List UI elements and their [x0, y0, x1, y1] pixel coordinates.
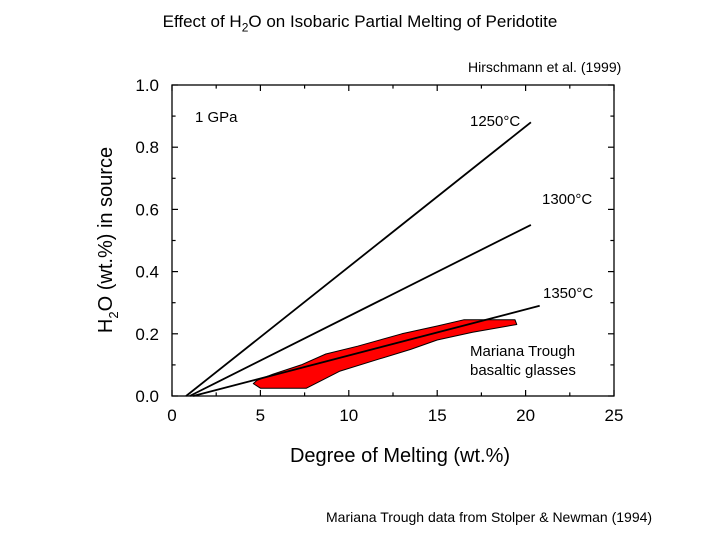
y-tick-label: 0.2	[135, 325, 159, 344]
y-tick-label: 1.0	[135, 76, 159, 95]
x-tick-label: 10	[339, 406, 358, 425]
y-axis-label: H2O (wt.%) in source	[95, 147, 121, 333]
chart-title: Effect of H2O on Isobaric Partial Meltin…	[162, 12, 558, 35]
y-tick-label: 0.4	[135, 263, 159, 282]
x-tick-labels: 0 5 10 15 20 25	[167, 406, 623, 425]
axis-ticks	[171, 84, 615, 397]
y-tick-label: 0.6	[135, 200, 159, 219]
isotherm-label-1250: 1250°C	[470, 113, 520, 130]
region-label-line1: Mariana Trough	[470, 343, 575, 360]
x-tick-label: 20	[516, 406, 535, 425]
x-tick-label: 15	[428, 406, 447, 425]
isotherm-line-1250	[185, 121, 532, 397]
x-tick-label: 0	[167, 406, 176, 425]
isotherm-line-1300	[189, 224, 532, 397]
isotherm-line-1350	[192, 304, 540, 397]
x-tick-label: 25	[605, 406, 624, 425]
x-tick-label: 5	[256, 406, 265, 425]
region-label-line2: basaltic glasses	[470, 362, 576, 379]
pressure-label: 1 GPa	[195, 109, 238, 126]
citation-label: Hirschmann et al. (1999)	[468, 59, 622, 75]
y-tick-label: 0.8	[135, 138, 159, 157]
isotherm-label-1300: 1300°C	[542, 191, 592, 208]
y-tick-label: 0.0	[135, 387, 159, 406]
data-region	[252, 319, 518, 389]
y-tick-labels: 0.0 0.2 0.4 0.6 0.8 1.0	[135, 76, 159, 406]
x-axis-label: Degree of Melting (wt.%)	[290, 445, 510, 467]
isotherm-labels: 1250°C 1300°C 1350°C	[470, 113, 593, 302]
isotherm-lines	[185, 121, 540, 397]
isotherm-label-1350: 1350°C	[543, 285, 593, 302]
mariana-trough-region	[252, 319, 518, 389]
data-source-footnote: Mariana Trough data from Stolper & Newma…	[326, 509, 653, 525]
